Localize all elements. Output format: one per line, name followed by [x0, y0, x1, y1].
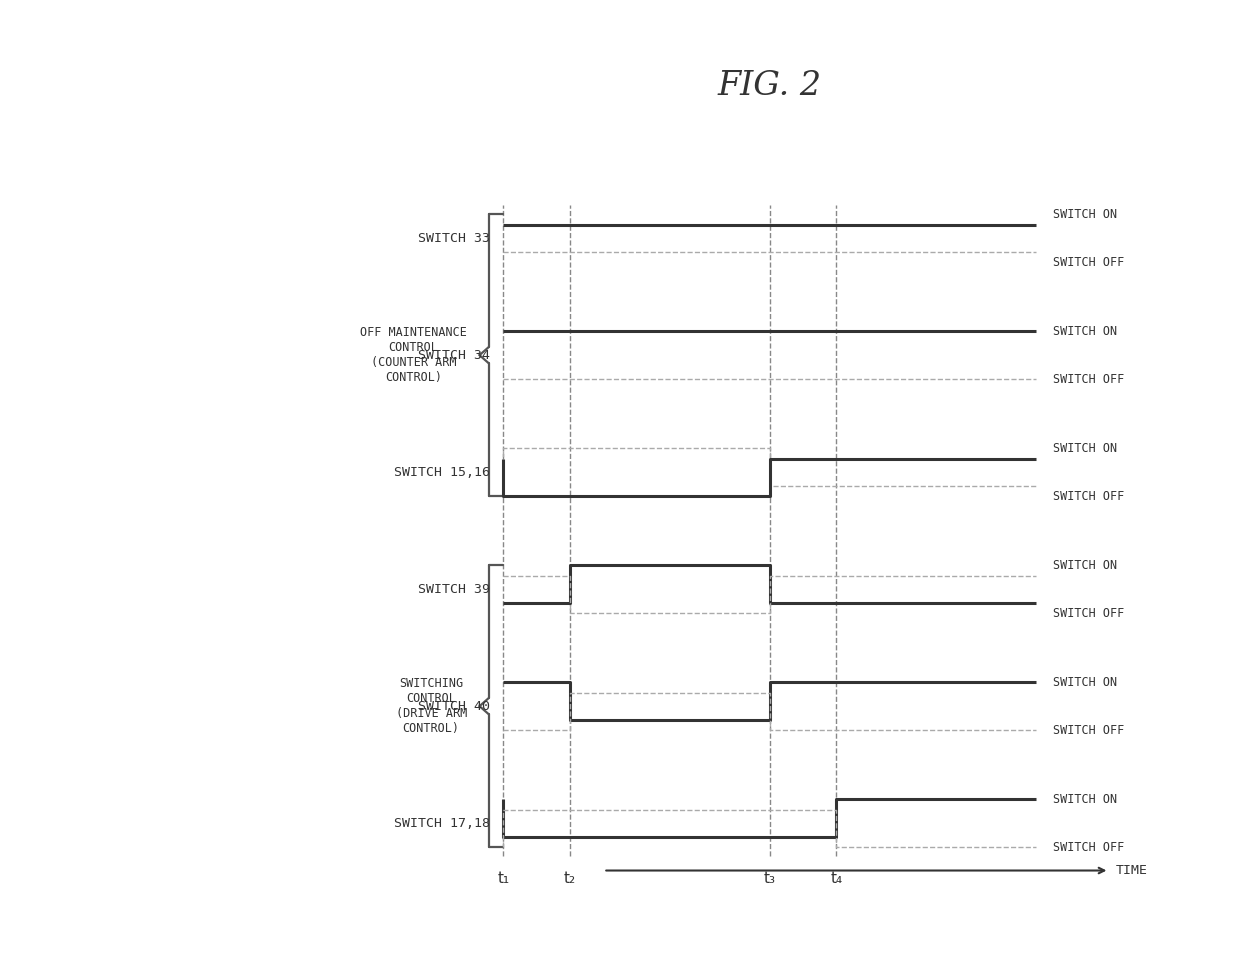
- Text: SWITCH OFF: SWITCH OFF: [1053, 373, 1123, 385]
- Text: SWITCH 34: SWITCH 34: [418, 349, 490, 361]
- Text: SWITCHING
CONTROL
(DRIVE ARM
CONTROL): SWITCHING CONTROL (DRIVE ARM CONTROL): [396, 677, 467, 735]
- Text: SWITCH ON: SWITCH ON: [1053, 793, 1117, 806]
- Text: t₂: t₂: [564, 871, 577, 885]
- Text: SWITCH OFF: SWITCH OFF: [1053, 724, 1123, 737]
- Text: t₃: t₃: [764, 871, 776, 885]
- Text: SWITCH OFF: SWITCH OFF: [1053, 255, 1123, 269]
- Text: SWITCH ON: SWITCH ON: [1053, 558, 1117, 572]
- Text: SWITCH ON: SWITCH ON: [1053, 207, 1117, 221]
- Text: SWITCH OFF: SWITCH OFF: [1053, 489, 1123, 503]
- Text: SWITCH 15,16: SWITCH 15,16: [394, 466, 490, 479]
- Text: SWITCH ON: SWITCH ON: [1053, 676, 1117, 688]
- Text: SWITCH ON: SWITCH ON: [1053, 325, 1117, 337]
- Text: SWITCH OFF: SWITCH OFF: [1053, 840, 1123, 854]
- Text: SWITCH OFF: SWITCH OFF: [1053, 607, 1123, 619]
- Text: OFF MAINTENANCE
CONTROL
(COUNTER ARM
CONTROL): OFF MAINTENANCE CONTROL (COUNTER ARM CON…: [360, 326, 467, 384]
- Text: SWITCH ON: SWITCH ON: [1053, 442, 1117, 455]
- Text: TIME: TIME: [1116, 864, 1148, 877]
- Text: t₁: t₁: [497, 871, 510, 885]
- Text: SWITCH 39: SWITCH 39: [418, 582, 490, 596]
- Text: FIG. 2: FIG. 2: [718, 70, 822, 102]
- Text: t₄: t₄: [831, 871, 842, 885]
- Text: SWITCH 40: SWITCH 40: [418, 700, 490, 712]
- Text: SWITCH 17,18: SWITCH 17,18: [394, 816, 490, 830]
- Text: SWITCH 33: SWITCH 33: [418, 231, 490, 245]
